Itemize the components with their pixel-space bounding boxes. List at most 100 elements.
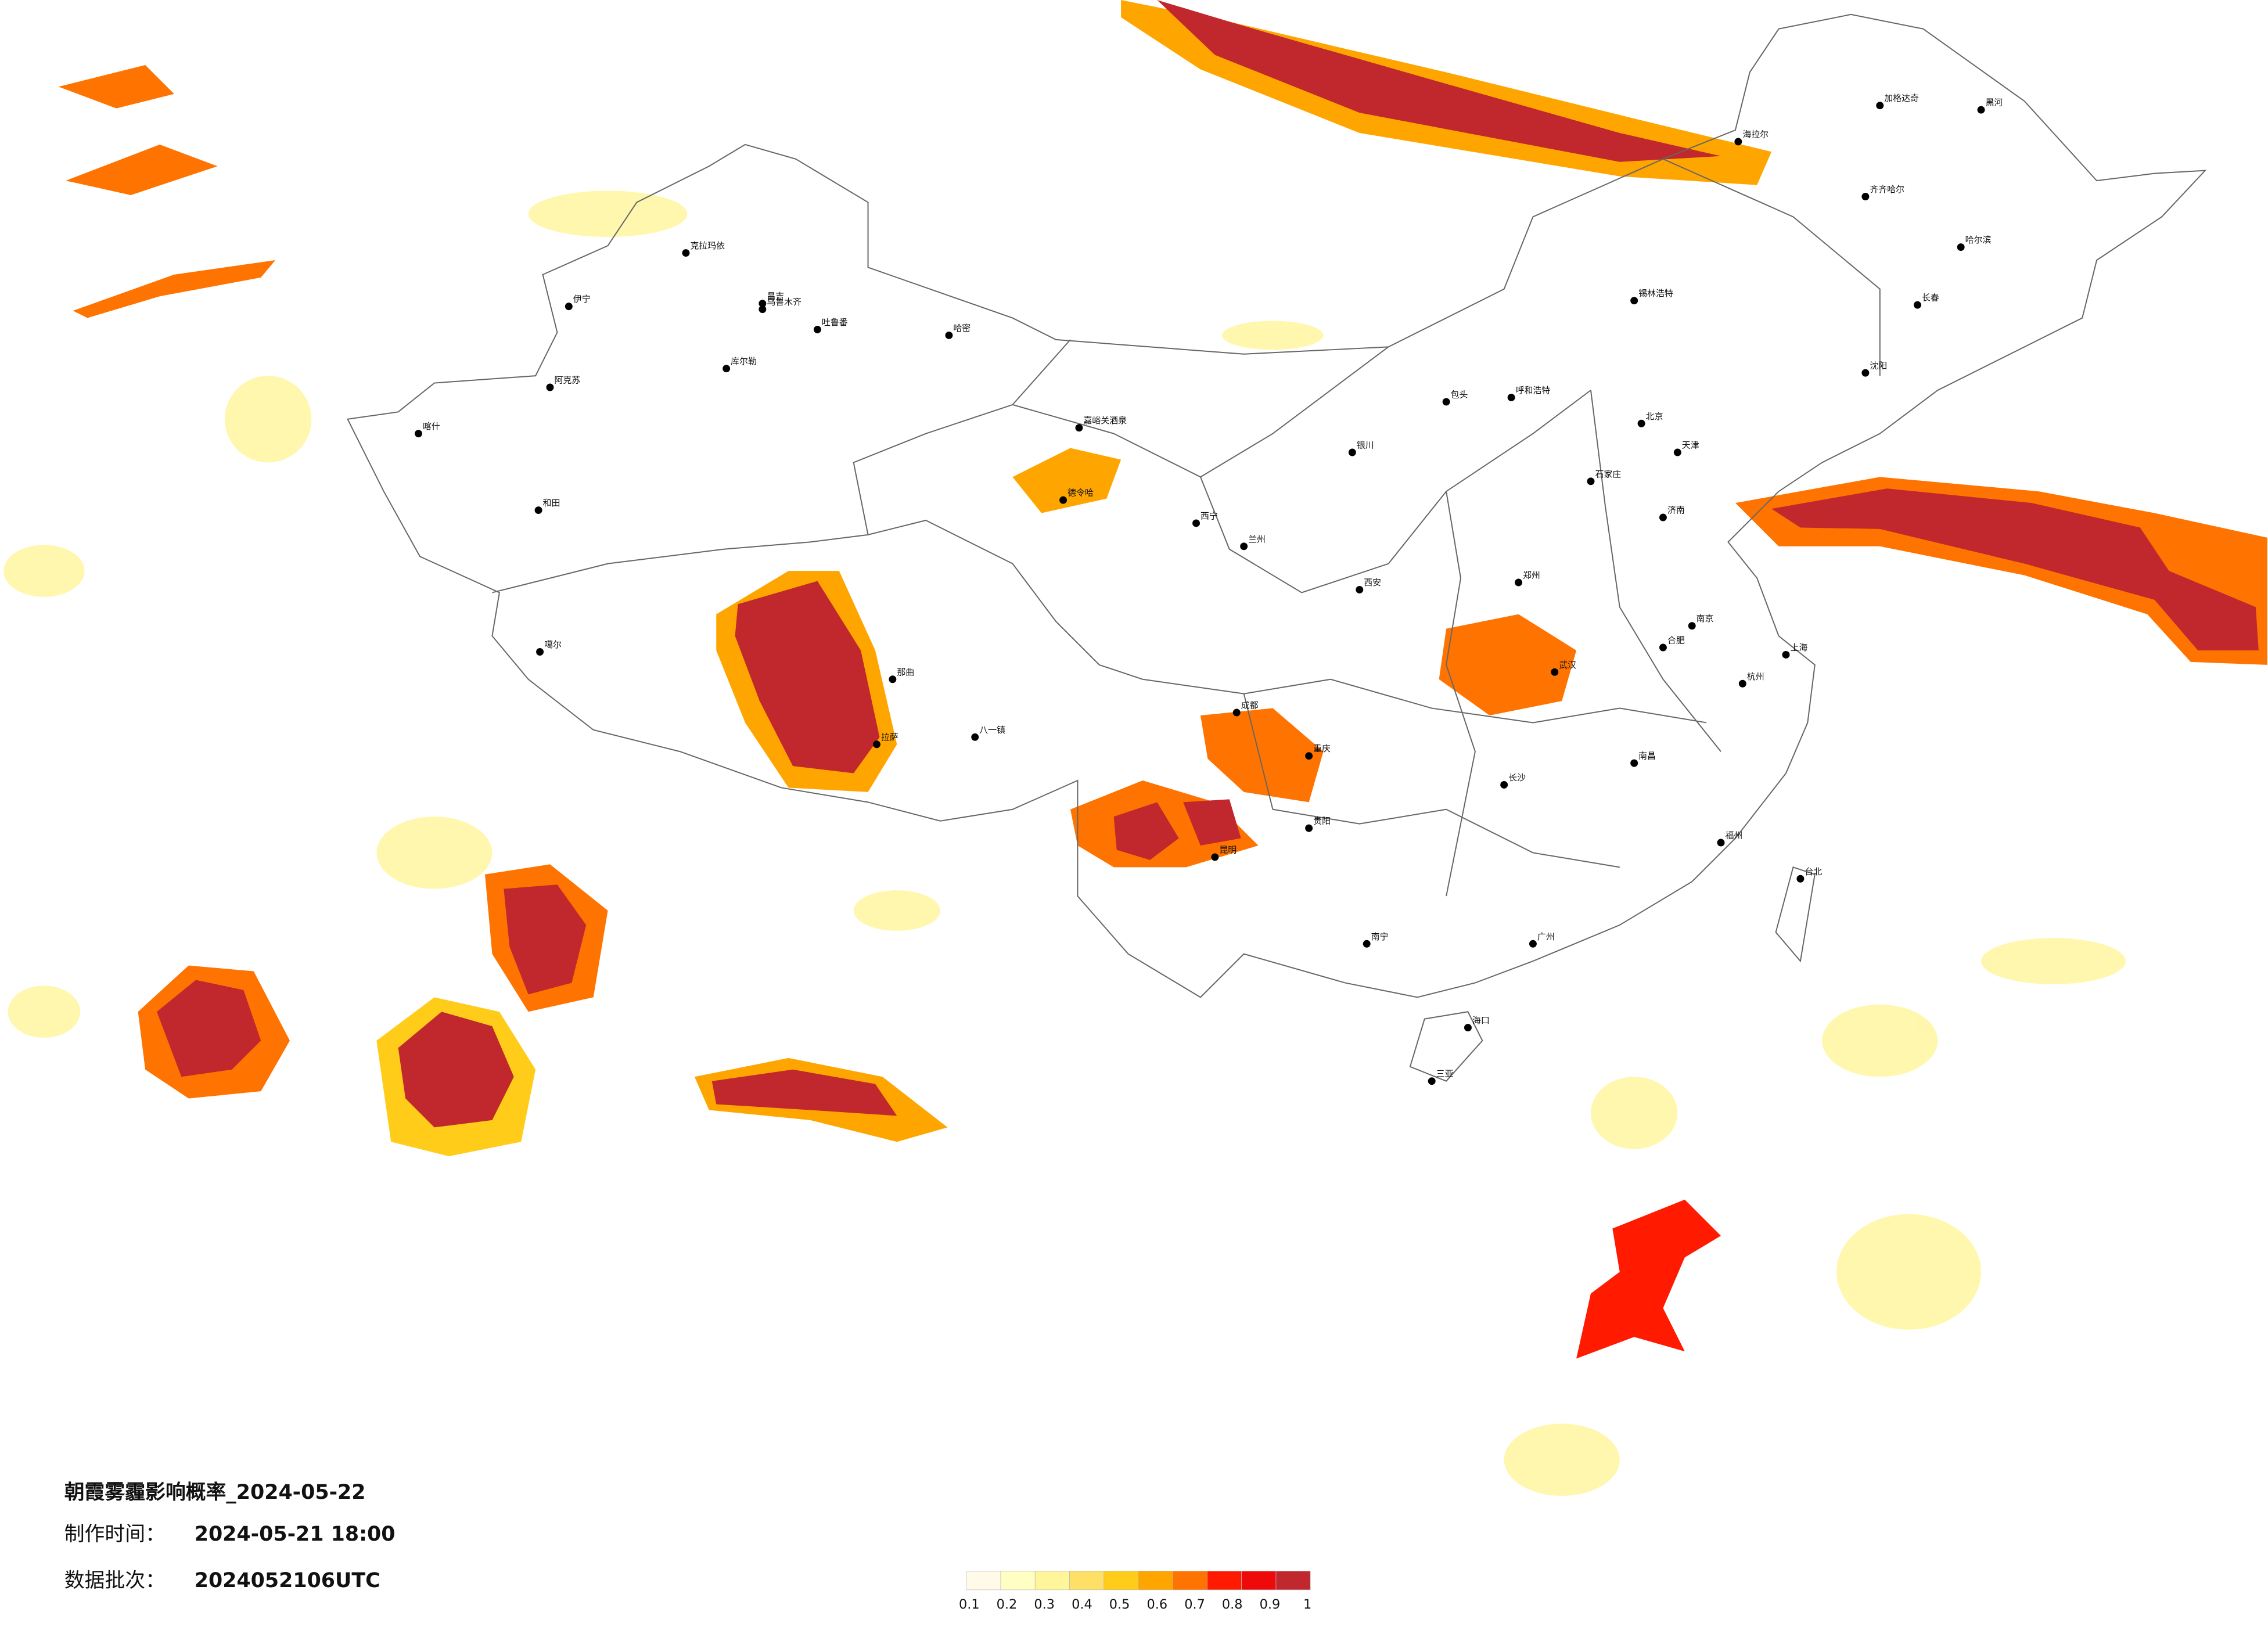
city-label: 哈尔滨 bbox=[1965, 235, 1992, 245]
city-dot bbox=[1363, 940, 1371, 948]
country-border bbox=[347, 13, 2207, 998]
city-label: 南宁 bbox=[1371, 931, 1389, 942]
city-dot bbox=[1782, 650, 1790, 659]
haze-area bbox=[398, 1012, 514, 1128]
city-label: 杭州 bbox=[1747, 671, 1764, 682]
colorbar-tick-label: 0.5 bbox=[1109, 1597, 1130, 1612]
city-label: 台北 bbox=[1805, 866, 1822, 877]
haze-area bbox=[853, 890, 940, 931]
city-label: 阿克苏 bbox=[554, 375, 580, 386]
province-border bbox=[492, 158, 1881, 897]
colorbar-tick-label: 0.2 bbox=[997, 1597, 1018, 1612]
haze-area bbox=[711, 1069, 897, 1116]
city-dot bbox=[1529, 940, 1537, 948]
haze-area bbox=[1981, 938, 2126, 984]
city-dot bbox=[1515, 578, 1523, 587]
city-dot bbox=[1630, 297, 1638, 305]
haze-area bbox=[1822, 1004, 1938, 1077]
heat-layer bbox=[3, 0, 2267, 1496]
colorbar-tick-label: 0.8 bbox=[1222, 1597, 1243, 1612]
city-dot bbox=[1637, 419, 1645, 427]
batch-label: 数据批次： bbox=[64, 1569, 166, 1592]
haze-area bbox=[157, 980, 261, 1077]
haze-area bbox=[376, 816, 493, 889]
haze-area bbox=[735, 581, 880, 774]
city-label: 郑州 bbox=[1523, 570, 1540, 581]
haze-area bbox=[1157, 0, 1721, 162]
city-dot bbox=[723, 365, 731, 373]
city-label: 贵阳 bbox=[1313, 816, 1331, 826]
city-label: 银川 bbox=[1357, 440, 1374, 451]
haze-area bbox=[504, 884, 587, 995]
city-dot bbox=[1738, 679, 1746, 688]
city-dot bbox=[565, 303, 573, 311]
city-dot bbox=[1587, 477, 1595, 485]
city-dot bbox=[1551, 668, 1559, 676]
haze-area bbox=[1771, 488, 2259, 650]
city-dot bbox=[415, 430, 422, 438]
colorbar-tick-label: 1 bbox=[1303, 1597, 1311, 1612]
city-dot bbox=[1914, 301, 1921, 309]
city-label: 海拉尔 bbox=[1742, 129, 1769, 139]
city-label: 呼和浩特 bbox=[1516, 385, 1551, 395]
map-title: 朝霞雾霾影响概率_2024-05-22 bbox=[64, 1481, 366, 1504]
city-dot bbox=[1977, 106, 1985, 114]
city-label: 武汉 bbox=[1559, 660, 1576, 670]
city-dot bbox=[682, 249, 690, 257]
haze-area bbox=[1113, 802, 1179, 860]
city-label: 克拉玛依 bbox=[690, 240, 725, 251]
city-dot bbox=[536, 648, 544, 656]
city-dot bbox=[759, 305, 767, 314]
haze-area bbox=[224, 376, 312, 463]
colorbar-tick-label: 0.6 bbox=[1147, 1597, 1168, 1612]
city-label: 南京 bbox=[1696, 613, 1714, 624]
haze-area bbox=[1576, 1199, 1721, 1359]
haze-area bbox=[73, 260, 276, 318]
city-dot bbox=[1659, 513, 1667, 521]
city-label: 长沙 bbox=[1508, 772, 1526, 783]
city-dot bbox=[1688, 622, 1696, 630]
city-label: 和田 bbox=[543, 498, 560, 508]
city-label: 济南 bbox=[1667, 505, 1685, 516]
haze-area bbox=[66, 144, 218, 195]
city-label: 沈阳 bbox=[1870, 361, 1887, 371]
haze-area bbox=[1222, 321, 1324, 350]
city-label: 噶尔 bbox=[544, 639, 562, 650]
city-label: 包头 bbox=[1451, 389, 1468, 400]
island bbox=[1775, 866, 1816, 963]
haze-area bbox=[3, 545, 85, 597]
city-label: 哈密 bbox=[953, 323, 971, 333]
city-dot bbox=[1659, 643, 1667, 652]
city-label: 重庆 bbox=[1313, 743, 1331, 754]
made-time: 2024-05-21 18:00 bbox=[195, 1523, 396, 1546]
city-dot bbox=[1673, 448, 1681, 456]
city-label: 昆明 bbox=[1219, 844, 1237, 855]
city-dot bbox=[945, 331, 953, 339]
haze-area bbox=[1504, 1423, 1620, 1496]
city-dot bbox=[1861, 193, 1870, 200]
city-label: 乌鲁木齐 bbox=[767, 297, 801, 307]
haze-area bbox=[1012, 448, 1122, 513]
haze-area bbox=[1439, 614, 1577, 715]
city-dot bbox=[1500, 780, 1508, 789]
city-label: 八一镇 bbox=[979, 725, 1005, 735]
city-dot bbox=[1059, 496, 1067, 504]
city-label: 那曲 bbox=[897, 667, 914, 677]
colorbar-tick-label: 0.1 bbox=[959, 1597, 980, 1612]
city-label: 北京 bbox=[1646, 411, 1663, 422]
city-dot bbox=[759, 300, 767, 308]
colorbar-tick-label: 0.4 bbox=[1072, 1597, 1092, 1612]
city-label: 锡林浩特 bbox=[1638, 288, 1673, 298]
city-label: 广州 bbox=[1537, 931, 1555, 942]
colorbar-cell bbox=[1172, 1571, 1207, 1591]
colorbar-cell bbox=[1241, 1571, 1277, 1591]
city-dot bbox=[1957, 243, 1965, 251]
city-label: 三亚 bbox=[1436, 1069, 1454, 1079]
city-dot bbox=[1075, 424, 1083, 432]
city-dot bbox=[1240, 542, 1248, 551]
city-label: 南昌 bbox=[1638, 751, 1656, 761]
city-dot bbox=[1734, 138, 1742, 146]
city-label: 上海 bbox=[1790, 642, 1807, 653]
